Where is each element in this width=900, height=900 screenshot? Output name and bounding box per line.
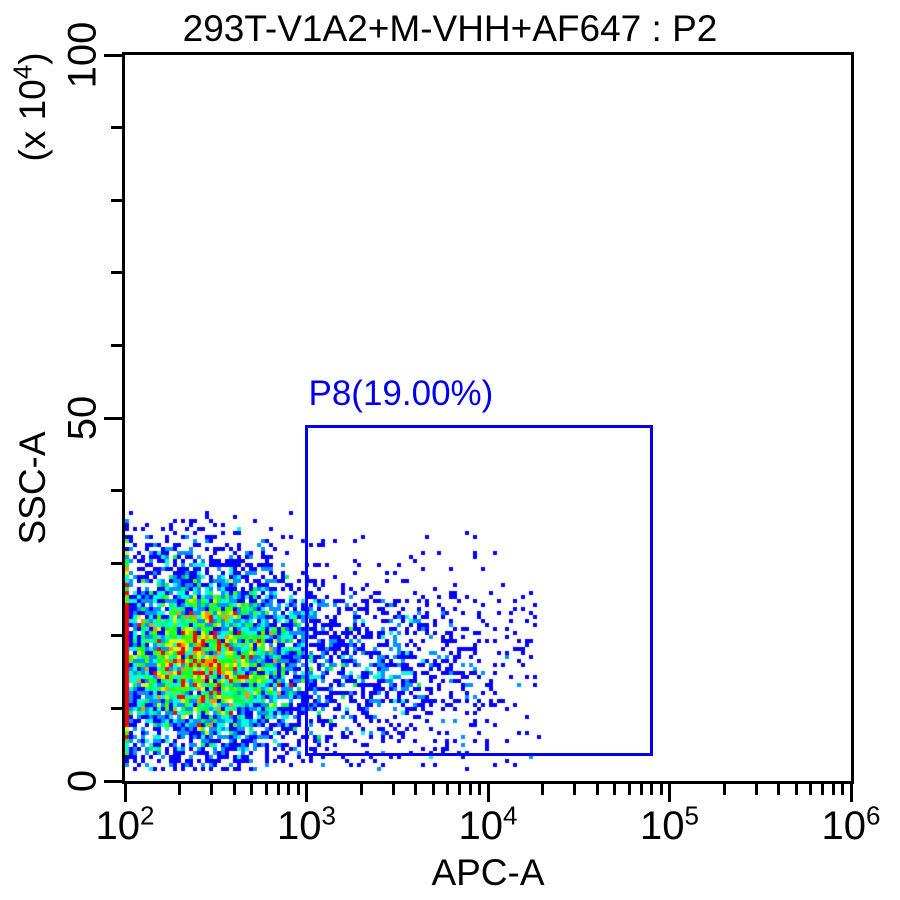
x-major-tick bbox=[305, 784, 308, 802]
x-minor-tick bbox=[722, 784, 726, 795]
x-minor-tick bbox=[264, 784, 268, 795]
y-minor-tick bbox=[111, 126, 122, 130]
density-scatter-canvas bbox=[125, 55, 851, 781]
x-minor-tick bbox=[178, 784, 182, 795]
x-minor-tick bbox=[232, 784, 236, 795]
y-axis-unit-exponent: 4 bbox=[7, 64, 38, 80]
y-tick-label-text: 50 bbox=[60, 395, 105, 441]
y-major-tick bbox=[104, 53, 122, 57]
x-tick-label: 102 bbox=[95, 800, 155, 848]
x-minor-tick bbox=[595, 784, 599, 795]
x-major-tick bbox=[486, 784, 490, 802]
y-minor-tick bbox=[111, 634, 122, 638]
x-minor-tick bbox=[841, 784, 845, 795]
x-minor-tick bbox=[414, 784, 418, 795]
y-minor-tick bbox=[111, 198, 122, 202]
y-minor-tick bbox=[111, 343, 122, 347]
gate-p8-label: P8(19.00%) bbox=[308, 373, 494, 413]
x-major-tick bbox=[123, 784, 127, 802]
x-minor-tick bbox=[296, 784, 300, 795]
y-axis-unit-suffix: ) bbox=[12, 52, 53, 65]
x-tick-label: 106 bbox=[821, 800, 881, 848]
plot-title: 293T-V1A2+M-VHH+AF647 : P2 bbox=[182, 8, 718, 49]
x-minor-tick bbox=[359, 784, 363, 795]
y-major-tick bbox=[104, 779, 122, 783]
x-minor-tick bbox=[391, 784, 395, 795]
x-minor-tick bbox=[541, 784, 545, 795]
x-minor-tick bbox=[458, 784, 462, 795]
y-axis-unit-prefix: (x 10 bbox=[12, 79, 53, 162]
x-minor-tick bbox=[809, 784, 813, 795]
y-minor-tick bbox=[111, 706, 122, 710]
gate-p8-rectangle bbox=[305, 425, 653, 756]
x-minor-tick bbox=[754, 784, 758, 795]
x-major-tick bbox=[849, 784, 853, 802]
y-axis-label-text: SSC-A bbox=[12, 431, 53, 545]
y-minor-tick bbox=[111, 489, 122, 493]
y-tick-label-text: 0 bbox=[60, 769, 105, 793]
x-minor-tick bbox=[659, 784, 663, 795]
x-minor-tick bbox=[478, 784, 482, 795]
x-minor-tick bbox=[650, 784, 654, 795]
x-minor-tick bbox=[821, 784, 825, 795]
x-minor-tick bbox=[431, 784, 435, 795]
x-tick-label: 105 bbox=[640, 800, 699, 848]
x-minor-tick bbox=[794, 784, 798, 795]
y-minor-tick bbox=[111, 561, 122, 565]
x-minor-tick bbox=[831, 784, 835, 795]
x-minor-tick bbox=[777, 784, 781, 795]
x-minor-tick bbox=[627, 784, 631, 795]
x-minor-tick bbox=[250, 784, 254, 795]
x-minor-tick bbox=[276, 784, 280, 795]
x-major-tick bbox=[668, 784, 671, 802]
x-axis-label: APC-A bbox=[431, 852, 545, 893]
x-tick-label: 104 bbox=[458, 800, 518, 848]
x-minor-tick bbox=[287, 784, 291, 795]
x-tick-label: 103 bbox=[277, 800, 336, 848]
x-minor-tick bbox=[573, 784, 577, 795]
y-tick-label-text: 100 bbox=[60, 21, 105, 89]
x-minor-tick bbox=[446, 784, 450, 795]
x-minor-tick bbox=[210, 784, 214, 795]
y-minor-tick bbox=[111, 271, 122, 275]
x-minor-tick bbox=[639, 784, 643, 795]
x-minor-tick bbox=[468, 784, 472, 795]
y-major-tick bbox=[104, 416, 122, 420]
x-minor-tick bbox=[613, 784, 617, 795]
